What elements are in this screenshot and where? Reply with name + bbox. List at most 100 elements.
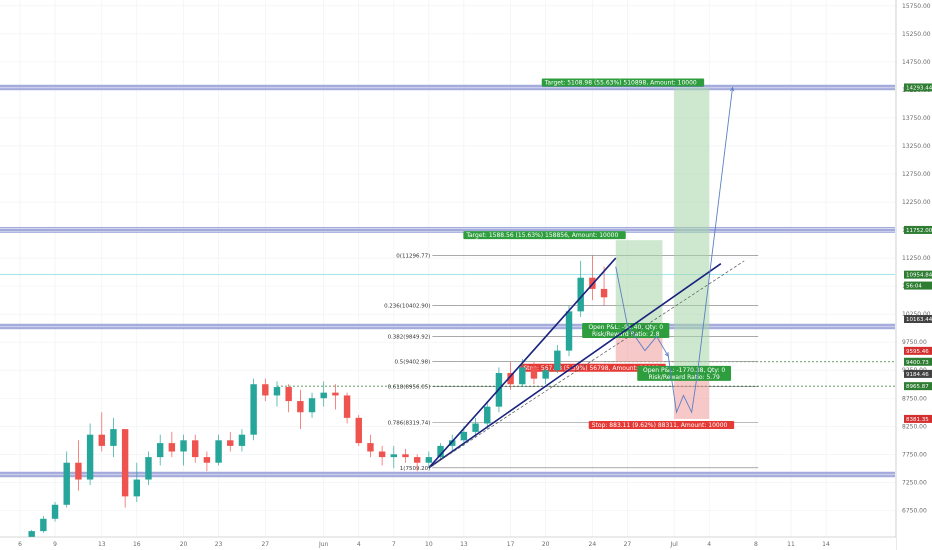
- price-level-tag-box: [904, 281, 932, 290]
- candle-body: [332, 392, 339, 396]
- candle-body: [192, 440, 199, 458]
- candle-body: [28, 531, 35, 541]
- time-tick-label: 24: [589, 541, 597, 548]
- time-tick-label: 10: [425, 541, 433, 548]
- candle-body: [355, 417, 362, 444]
- support-resistance-bands: [0, 84, 895, 478]
- time-tick-label: Jun: [318, 541, 329, 548]
- candle-body: [156, 443, 164, 458]
- projection-arrowhead: [730, 86, 735, 92]
- candle-body: [203, 457, 211, 463]
- trendline[interactable]: [428, 260, 745, 469]
- candle-body: [250, 384, 257, 435]
- price-level-tag: 9595.46: [906, 349, 929, 355]
- price-level-tag: 14293.44: [906, 85, 932, 91]
- time-tick-label: 8: [754, 541, 758, 548]
- candle-body: [472, 423, 479, 432]
- fib-level-label: 0.618(8956.05): [388, 385, 431, 391]
- candle-body: [577, 277, 584, 312]
- candle-body: [530, 367, 538, 379]
- candle-body: [519, 367, 526, 385]
- candle-body: [413, 457, 421, 463]
- trade-target-label-box: [463, 231, 626, 240]
- price-tick-label: 6750.00: [902, 507, 927, 514]
- candle-body: [448, 440, 456, 446]
- horizontal-band: [0, 471, 895, 478]
- projection-paths[interactable]: [615, 86, 735, 414]
- time-tick-label: 20: [542, 541, 550, 548]
- price-level-tag-box: [904, 83, 932, 92]
- candle-body: [262, 384, 269, 396]
- fib-level-label: 0.5(9402.98): [395, 360, 431, 366]
- price-level-tag-box: [904, 270, 932, 279]
- time-axis[interactable]: 6 9 13 16 20 23 27 Jun 4 7 10 13 17 20 24 27 Jul 4 8 11 14: [0, 536, 896, 550]
- candle-body: [565, 311, 573, 351]
- price-level-tag: 11752.00: [906, 228, 932, 234]
- price-tick-label: 10250.00: [902, 311, 931, 318]
- price-level-tag-box: [904, 346, 932, 355]
- trade-pnl-label: Open P&L: -1770.38, Qty: 0: [643, 367, 725, 374]
- price-tick-label: 12750.00: [902, 171, 931, 178]
- time-tick-label: 4: [707, 541, 711, 548]
- trendlines[interactable]: [428, 257, 745, 469]
- candle-body: [180, 440, 187, 452]
- candle-body: [320, 392, 327, 399]
- price-tick-label: 7250.00: [902, 479, 927, 486]
- time-tick-label: 11: [787, 541, 795, 548]
- price-tick-label: 13750.00: [902, 115, 931, 122]
- projection-path[interactable]: [667, 87, 733, 414]
- price-level-tag: 56:04: [906, 284, 922, 290]
- trade-target-label: Target: 5108.98 (55.63%) 510898, Amount:…: [544, 79, 697, 86]
- candle-body: [145, 457, 152, 480]
- price-tick-label: 8750.00: [902, 395, 927, 402]
- price-tick-label: 8250.00: [902, 423, 927, 430]
- candle-body: [308, 398, 316, 413]
- time-tick-label: 27: [261, 541, 269, 548]
- price-tick-label: 11250.00: [902, 255, 931, 262]
- trade-pnl-label: Open P&L: -91.40, Qty: 0: [588, 324, 663, 331]
- horizontal-band: [0, 226, 895, 233]
- fib-level-label: 0.382(9849.92): [388, 335, 431, 341]
- fib-level-label: 0(11296.77): [396, 253, 430, 259]
- trade-positions[interactable]: Target: 1588.56 (15.63%) 158856, Amount:…: [463, 78, 735, 429]
- time-tick-label: 9: [53, 541, 57, 548]
- price-level-tag-box: [904, 357, 932, 366]
- time-tick-label: 6: [18, 541, 22, 548]
- price-level-tag: 9400.73: [906, 360, 929, 366]
- horizontal-band: [0, 323, 895, 330]
- trendline[interactable]: [428, 263, 722, 469]
- time-tick-label: 7: [392, 541, 396, 548]
- candle-body: [460, 431, 468, 441]
- candle-body: [542, 370, 549, 379]
- candle-body: [390, 454, 398, 458]
- price-level-tag: 8381.35: [906, 417, 929, 423]
- price-tick-label: 12250.00: [902, 199, 931, 206]
- trade-target-zone: [674, 87, 710, 374]
- time-tick-label: 14: [822, 541, 830, 548]
- candle-body: [367, 443, 374, 452]
- projection-path[interactable]: [615, 266, 669, 357]
- candle-body: [297, 401, 304, 413]
- price-level-tag-box: [904, 369, 932, 378]
- candle-body: [215, 440, 222, 463]
- price-tick-label: 15750.00: [902, 3, 931, 10]
- price-level-tag-box: [904, 225, 932, 234]
- candle-body: [425, 457, 433, 463]
- fib-level-label: 0.786(8319.74): [388, 420, 431, 426]
- time-tick-label: 4: [357, 541, 361, 548]
- candle-body: [227, 440, 234, 446]
- candle-body: [343, 395, 351, 418]
- time-tick-label: 17: [507, 541, 515, 548]
- candle-body: [238, 434, 246, 446]
- price-axis[interactable]: 6750.007250.007750.008250.008750.009250.…: [895, 0, 932, 550]
- price-level-tag: 10163.44: [906, 317, 932, 323]
- price-tick-label: 15250.00: [902, 31, 931, 38]
- candle-body: [51, 504, 59, 519]
- price-level-tag: 9184.46: [906, 372, 929, 378]
- trendline[interactable]: [428, 257, 617, 469]
- time-tick-label: 16: [133, 541, 141, 548]
- price-level-tag-box: [904, 382, 932, 391]
- price-tick-label: 14750.00: [902, 59, 931, 66]
- candle-body: [98, 434, 105, 446]
